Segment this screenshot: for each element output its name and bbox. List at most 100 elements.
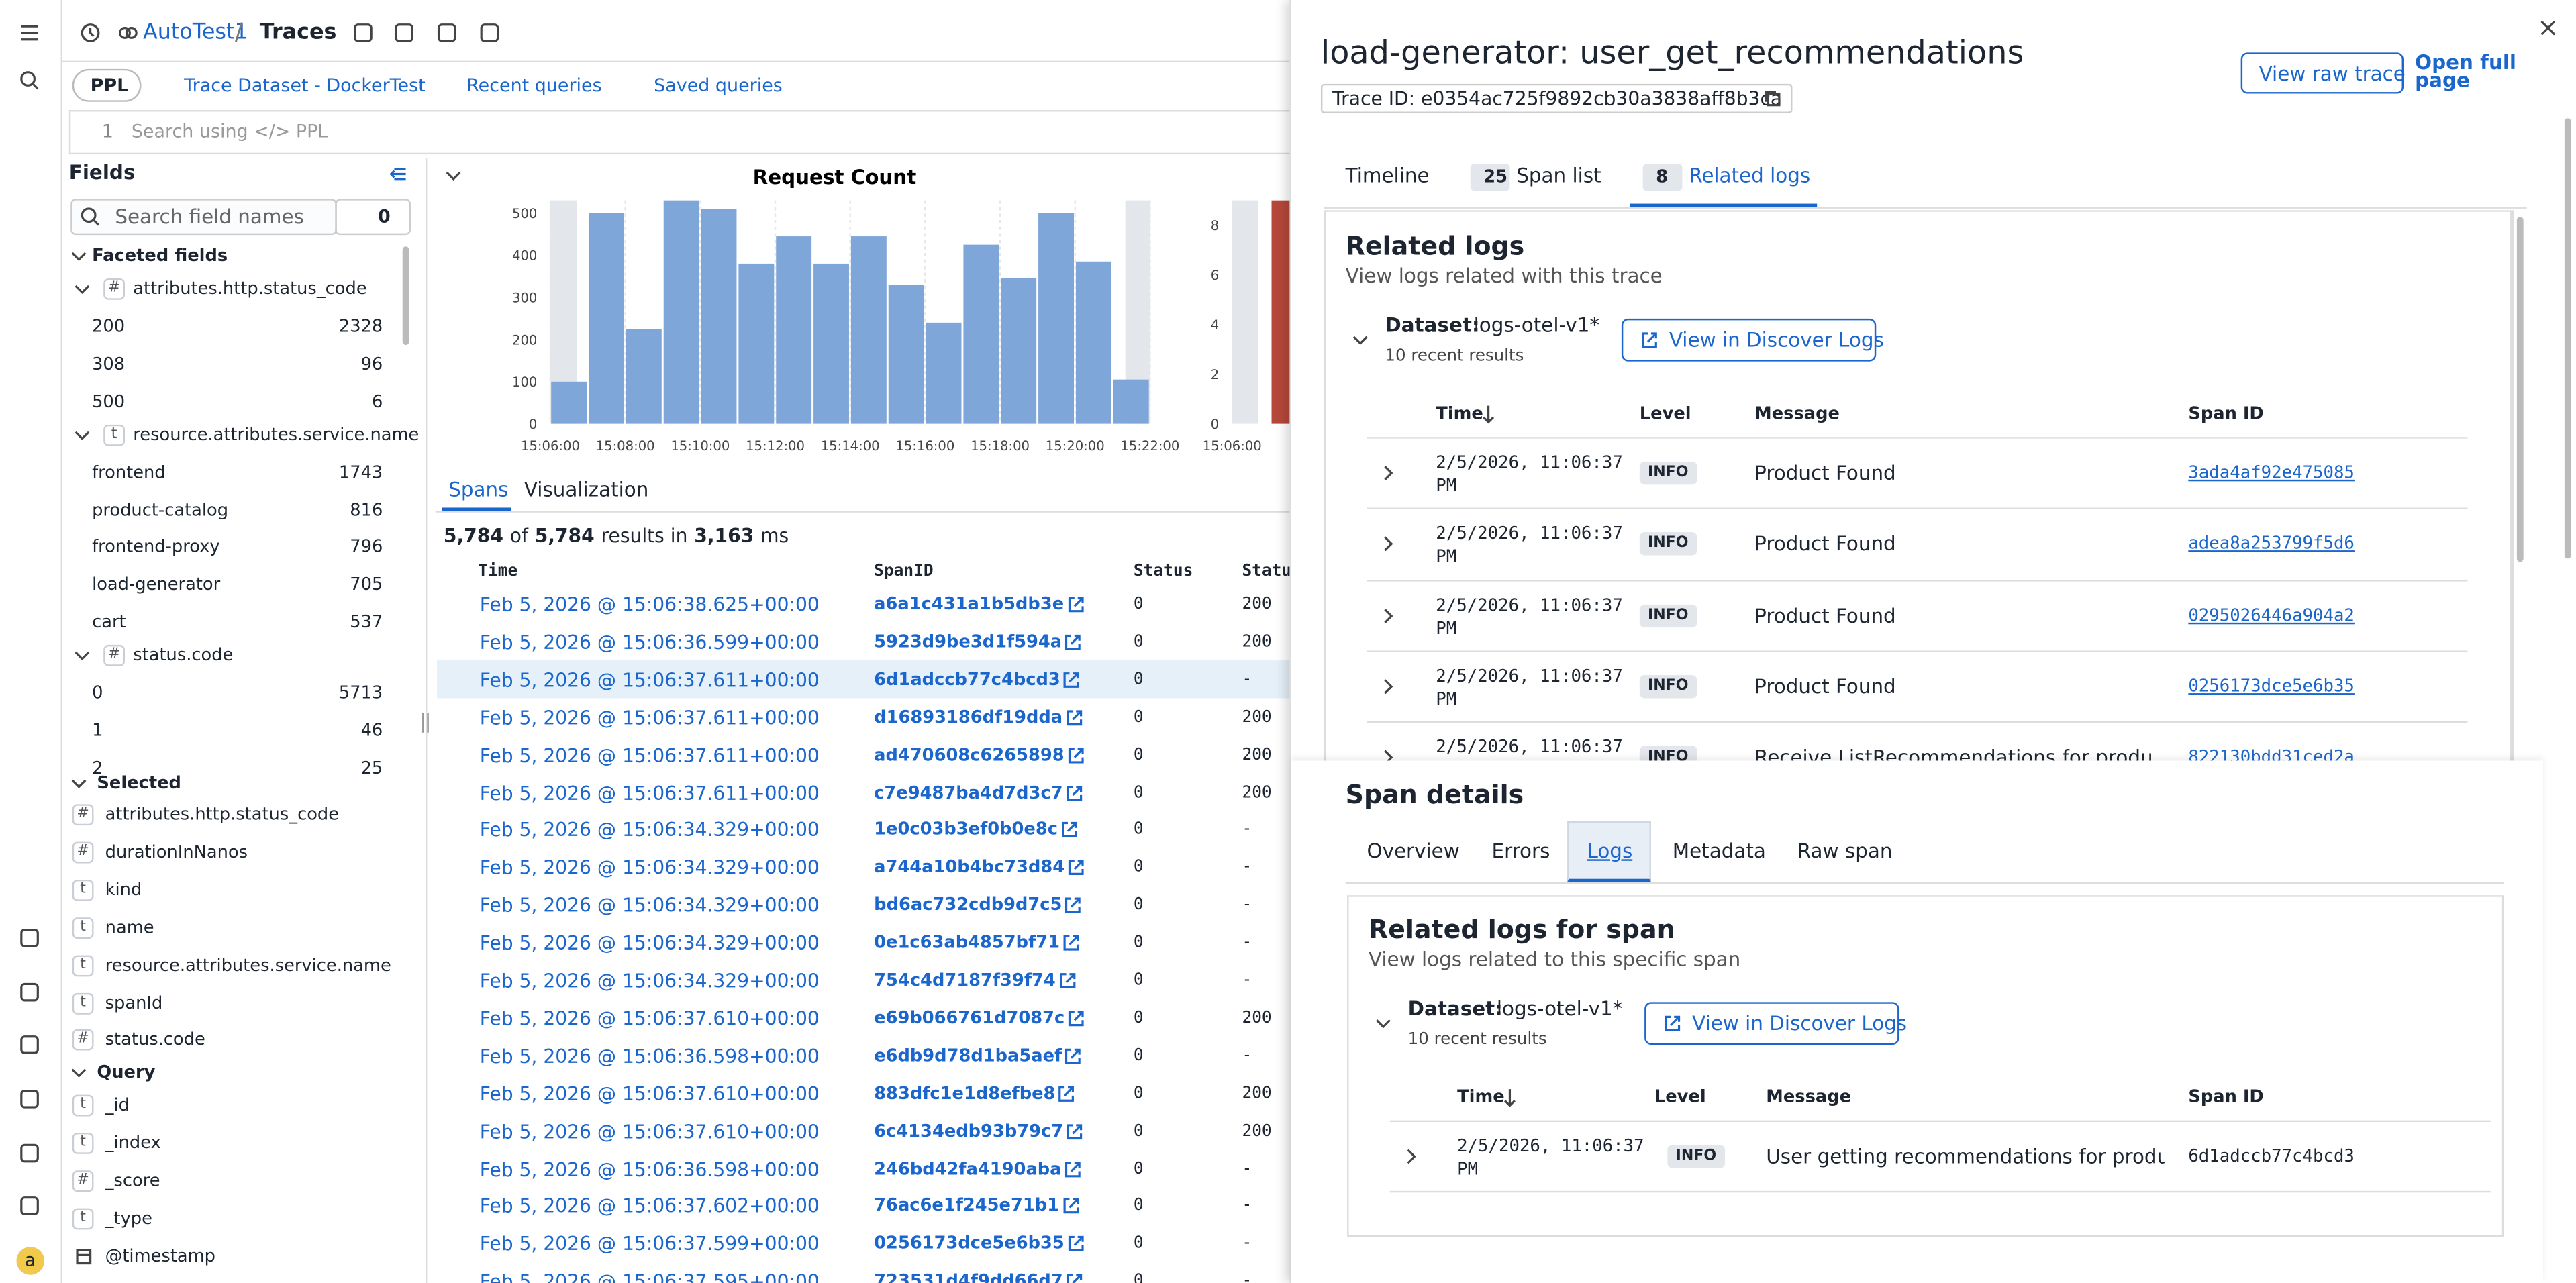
span-id[interactable]: a6a1c431a1b5db3e (874, 595, 1064, 615)
nav-icon[interactable] (18, 1033, 41, 1056)
facet-value[interactable]: 2 (92, 758, 103, 779)
span-time[interactable]: Feb 5, 2026 @ 15:06:34.329+00:00 (479, 969, 820, 992)
details-tab[interactable]: Raw span (1797, 839, 1893, 863)
span-time[interactable]: Feb 5, 2026 @ 15:06:34.329+00:00 (479, 819, 820, 842)
field-name[interactable]: _type (105, 1209, 152, 1229)
span-time[interactable]: Feb 5, 2026 @ 15:06:37.610+00:00 (479, 1082, 820, 1105)
span-time[interactable]: Feb 5, 2026 @ 15:06:36.598+00:00 (479, 1157, 820, 1180)
nav-icon[interactable] (18, 981, 41, 1004)
discover-button[interactable] (1621, 318, 1877, 362)
breadcrumb-app[interactable]: AutoTest1 (142, 20, 248, 46)
field-name[interactable]: resource.attributes.service.name (105, 955, 391, 976)
details-tab[interactable]: Logs (1587, 839, 1633, 863)
field-name[interactable]: status.code (105, 1030, 205, 1051)
field-name[interactable]: attributes.http.status_code (105, 805, 340, 825)
log-span-id[interactable]: adea8a253799f5d6 (2188, 534, 2355, 554)
chevron[interactable] (1377, 675, 1399, 698)
span-id[interactable]: 754c4d7187f39f74 (874, 970, 1056, 991)
chevron[interactable] (1349, 329, 1372, 352)
log-span-id[interactable]: 0295026446a904a2 (2188, 605, 2355, 625)
collapse-fields[interactable] (386, 162, 409, 185)
span-time[interactable]: Feb 5, 2026 @ 15:06:37.610+00:00 (479, 1119, 820, 1143)
span-id[interactable]: e69b066761d7087c (874, 1008, 1065, 1029)
recent-queries[interactable]: Recent queries (466, 74, 602, 97)
span-id[interactable]: d16893186df19dda (874, 707, 1063, 727)
span-id[interactable]: 76ac6e1f245e71b1 (874, 1196, 1060, 1217)
details-tab[interactable]: Errors (1491, 839, 1550, 863)
nav-icon[interactable] (18, 927, 41, 950)
span-id[interactable]: 883dfc1e1d8efbe8 (874, 1083, 1056, 1104)
span-id[interactable]: a744a10b4bc73d84 (874, 858, 1065, 878)
field-name[interactable]: @timestamp (105, 1246, 215, 1266)
chevron[interactable] (70, 423, 93, 446)
chevron[interactable] (1377, 462, 1399, 484)
span-id[interactable]: 6d1adccb77c4bcd3 (874, 670, 1060, 690)
span-time[interactable]: Feb 5, 2026 @ 15:06:34.329+00:00 (479, 856, 820, 880)
span-id[interactable]: 0e1c63ab4857bf71 (874, 933, 1060, 954)
chevron[interactable] (1377, 604, 1399, 627)
field-name[interactable]: name (105, 917, 154, 938)
facet-value[interactable]: frontend (92, 462, 166, 482)
span-id[interactable]: 246bd42fa4190aba (874, 1159, 1062, 1179)
nav-icon[interactable] (18, 1088, 41, 1111)
close-button[interactable] (2536, 16, 2559, 39)
chevron[interactable] (67, 245, 90, 268)
facet-value[interactable]: 500 (92, 392, 126, 412)
span-id[interactable]: 6c4134edb93b79c7 (874, 1121, 1064, 1141)
history-button[interactable] (79, 21, 101, 44)
flyout-tab[interactable]: Related logs (1689, 164, 1811, 188)
facet-value[interactable]: product-catalog (92, 500, 229, 520)
span-id[interactable]: 5923d9be3d1f594a (874, 632, 1062, 652)
dataset-selector[interactable]: Trace Dataset - DockerTest (184, 74, 426, 97)
span-id[interactable]: bd6ac732cdb9d7c5 (874, 895, 1062, 916)
field-name[interactable]: _index (105, 1133, 161, 1153)
chevron[interactable] (1372, 1012, 1395, 1035)
query-input[interactable]: Search using </> PPL (131, 120, 328, 142)
log-span-id[interactable]: 0256173dce5e6b35 (2188, 676, 2355, 697)
field-name[interactable]: durationInNanos (105, 842, 248, 862)
chevron[interactable] (1399, 1145, 1422, 1168)
chevron[interactable] (67, 1061, 90, 1084)
app-icon[interactable] (117, 21, 140, 44)
span-id[interactable]: 1e0c03b3ef0b0e8c (874, 820, 1058, 840)
span-time[interactable]: Feb 5, 2026 @ 15:06:38.625+00:00 (479, 593, 820, 617)
chevron[interactable] (442, 164, 464, 187)
span-id[interactable]: 723531d4f9dd66d7 (874, 1272, 1063, 1283)
span-time[interactable]: Feb 5, 2026 @ 15:06:37.611+00:00 (479, 781, 820, 805)
field-name[interactable]: _id (105, 1095, 130, 1116)
facet-value[interactable]: 308 (92, 354, 126, 374)
details-tab[interactable]: Overview (1367, 839, 1460, 863)
span-time[interactable]: Feb 5, 2026 @ 15:06:37.599+00:00 (479, 1232, 820, 1256)
span-time[interactable]: Feb 5, 2026 @ 15:06:34.329+00:00 (479, 931, 820, 955)
span-time[interactable]: Feb 5, 2026 @ 15:06:36.598+00:00 (479, 1044, 820, 1068)
facet-value[interactable]: cart (92, 613, 126, 633)
chevron[interactable] (70, 644, 93, 667)
open-full-page[interactable]: Open full page (2415, 50, 2516, 93)
field-search[interactable] (70, 199, 337, 236)
toolbar-button[interactable] (352, 21, 375, 44)
facet-value[interactable]: 1 (92, 721, 103, 741)
flyout-tab[interactable]: Timeline (1345, 164, 1430, 188)
span-time[interactable]: Feb 5, 2026 @ 15:06:37.610+00:00 (479, 1007, 820, 1030)
discover-button[interactable] (1644, 1002, 1899, 1045)
tab-visualization[interactable]: Visualization (524, 478, 649, 501)
chevron[interactable] (70, 278, 93, 301)
menu-button[interactable] (18, 21, 41, 44)
facet-value[interactable]: frontend-proxy (92, 537, 220, 558)
field-name[interactable]: kind (105, 880, 142, 901)
span-time[interactable]: Feb 5, 2026 @ 15:06:37.611+00:00 (479, 705, 820, 729)
span-id[interactable]: e6db9d78d1ba5aef (874, 1045, 1062, 1066)
chevron[interactable] (67, 772, 90, 795)
field-name[interactable]: _score (105, 1170, 160, 1191)
toolbar-button[interactable] (478, 21, 501, 44)
language-pill[interactable] (72, 68, 142, 102)
field-name[interactable]: spanId (105, 992, 163, 1013)
facet-value[interactable]: 0 (92, 683, 103, 704)
span-time[interactable]: Feb 5, 2026 @ 15:06:34.329+00:00 (479, 894, 820, 917)
tab-spans[interactable]: Spans (448, 478, 509, 501)
saved-queries[interactable]: Saved queries (654, 74, 783, 97)
span-time[interactable]: Feb 5, 2026 @ 15:06:36.599+00:00 (479, 630, 820, 654)
span-time[interactable]: Feb 5, 2026 @ 15:06:37.611+00:00 (479, 668, 820, 692)
details-tab[interactable]: Metadata (1672, 839, 1766, 863)
search-button[interactable] (18, 69, 41, 92)
